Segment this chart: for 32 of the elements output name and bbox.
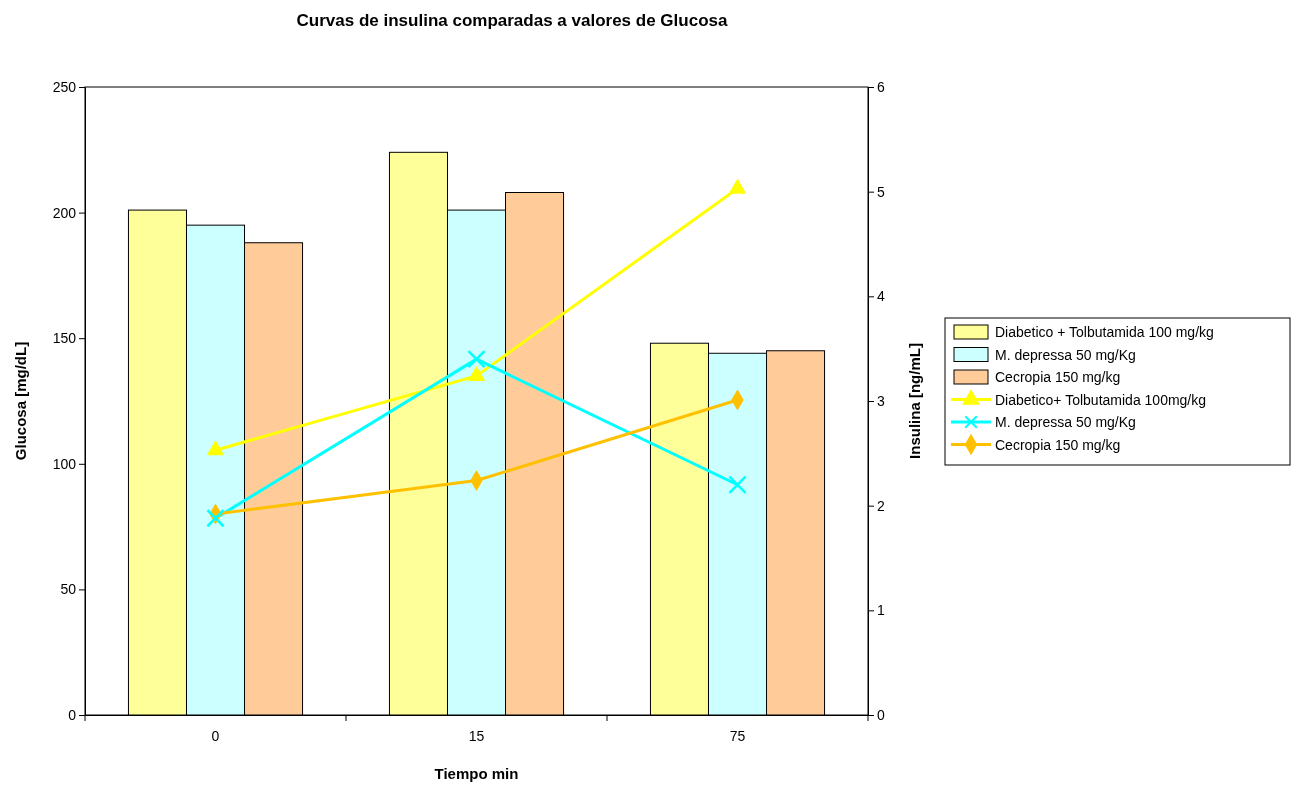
y-tick-label: 150	[52, 330, 77, 347]
chart-title: Curvas de insulina comparadas a valores de Glucosa	[296, 11, 728, 30]
x-tick-label: 15	[468, 727, 485, 744]
point	[467, 349, 486, 369]
legend-label: M. depressa 50 mg/Kg	[995, 346, 1136, 363]
point	[207, 440, 224, 456]
y-tick-label: 200	[52, 204, 77, 221]
y2-tick-label: 3	[877, 392, 885, 409]
legend-label: M. depressa 50 mg/Kg	[995, 414, 1136, 430]
y-tick-label: 100	[52, 455, 77, 472]
point	[206, 508, 225, 528]
point	[729, 178, 746, 194]
y2-tick-label: 0	[877, 706, 885, 723]
point	[728, 475, 747, 495]
y2-tick-label: 1	[877, 602, 885, 619]
y2-tick-label: 5	[877, 183, 885, 200]
x-tick-label: 0	[211, 727, 220, 744]
legend-label: Diabetico+ Tolbutamida 100mg/kg	[995, 391, 1207, 408]
y2-tick-label: 2	[877, 497, 885, 514]
y2-tick-label: 4	[877, 288, 885, 305]
legend-label: Cecropia 150 mg/kg	[995, 369, 1121, 385]
y-axis-title: Glucosa [mg/dL]	[12, 341, 29, 461]
x-tick-label: 75	[729, 727, 746, 744]
y-tick-label: 250	[52, 78, 77, 95]
y-tick-label: 50	[60, 581, 77, 598]
legend-label: Cecropia 150 mg/kg	[995, 436, 1121, 453]
legend-label: Diabetico + Tolbutamida 100 mg/kg	[995, 324, 1214, 340]
y2-axis-title: Insulina [ng/mL]	[906, 343, 923, 459]
point	[468, 366, 485, 381]
y-tick-label: 0	[68, 706, 77, 723]
x-axis-title: Tiempo min	[434, 765, 519, 782]
y2-tick-label: 6	[877, 78, 885, 95]
